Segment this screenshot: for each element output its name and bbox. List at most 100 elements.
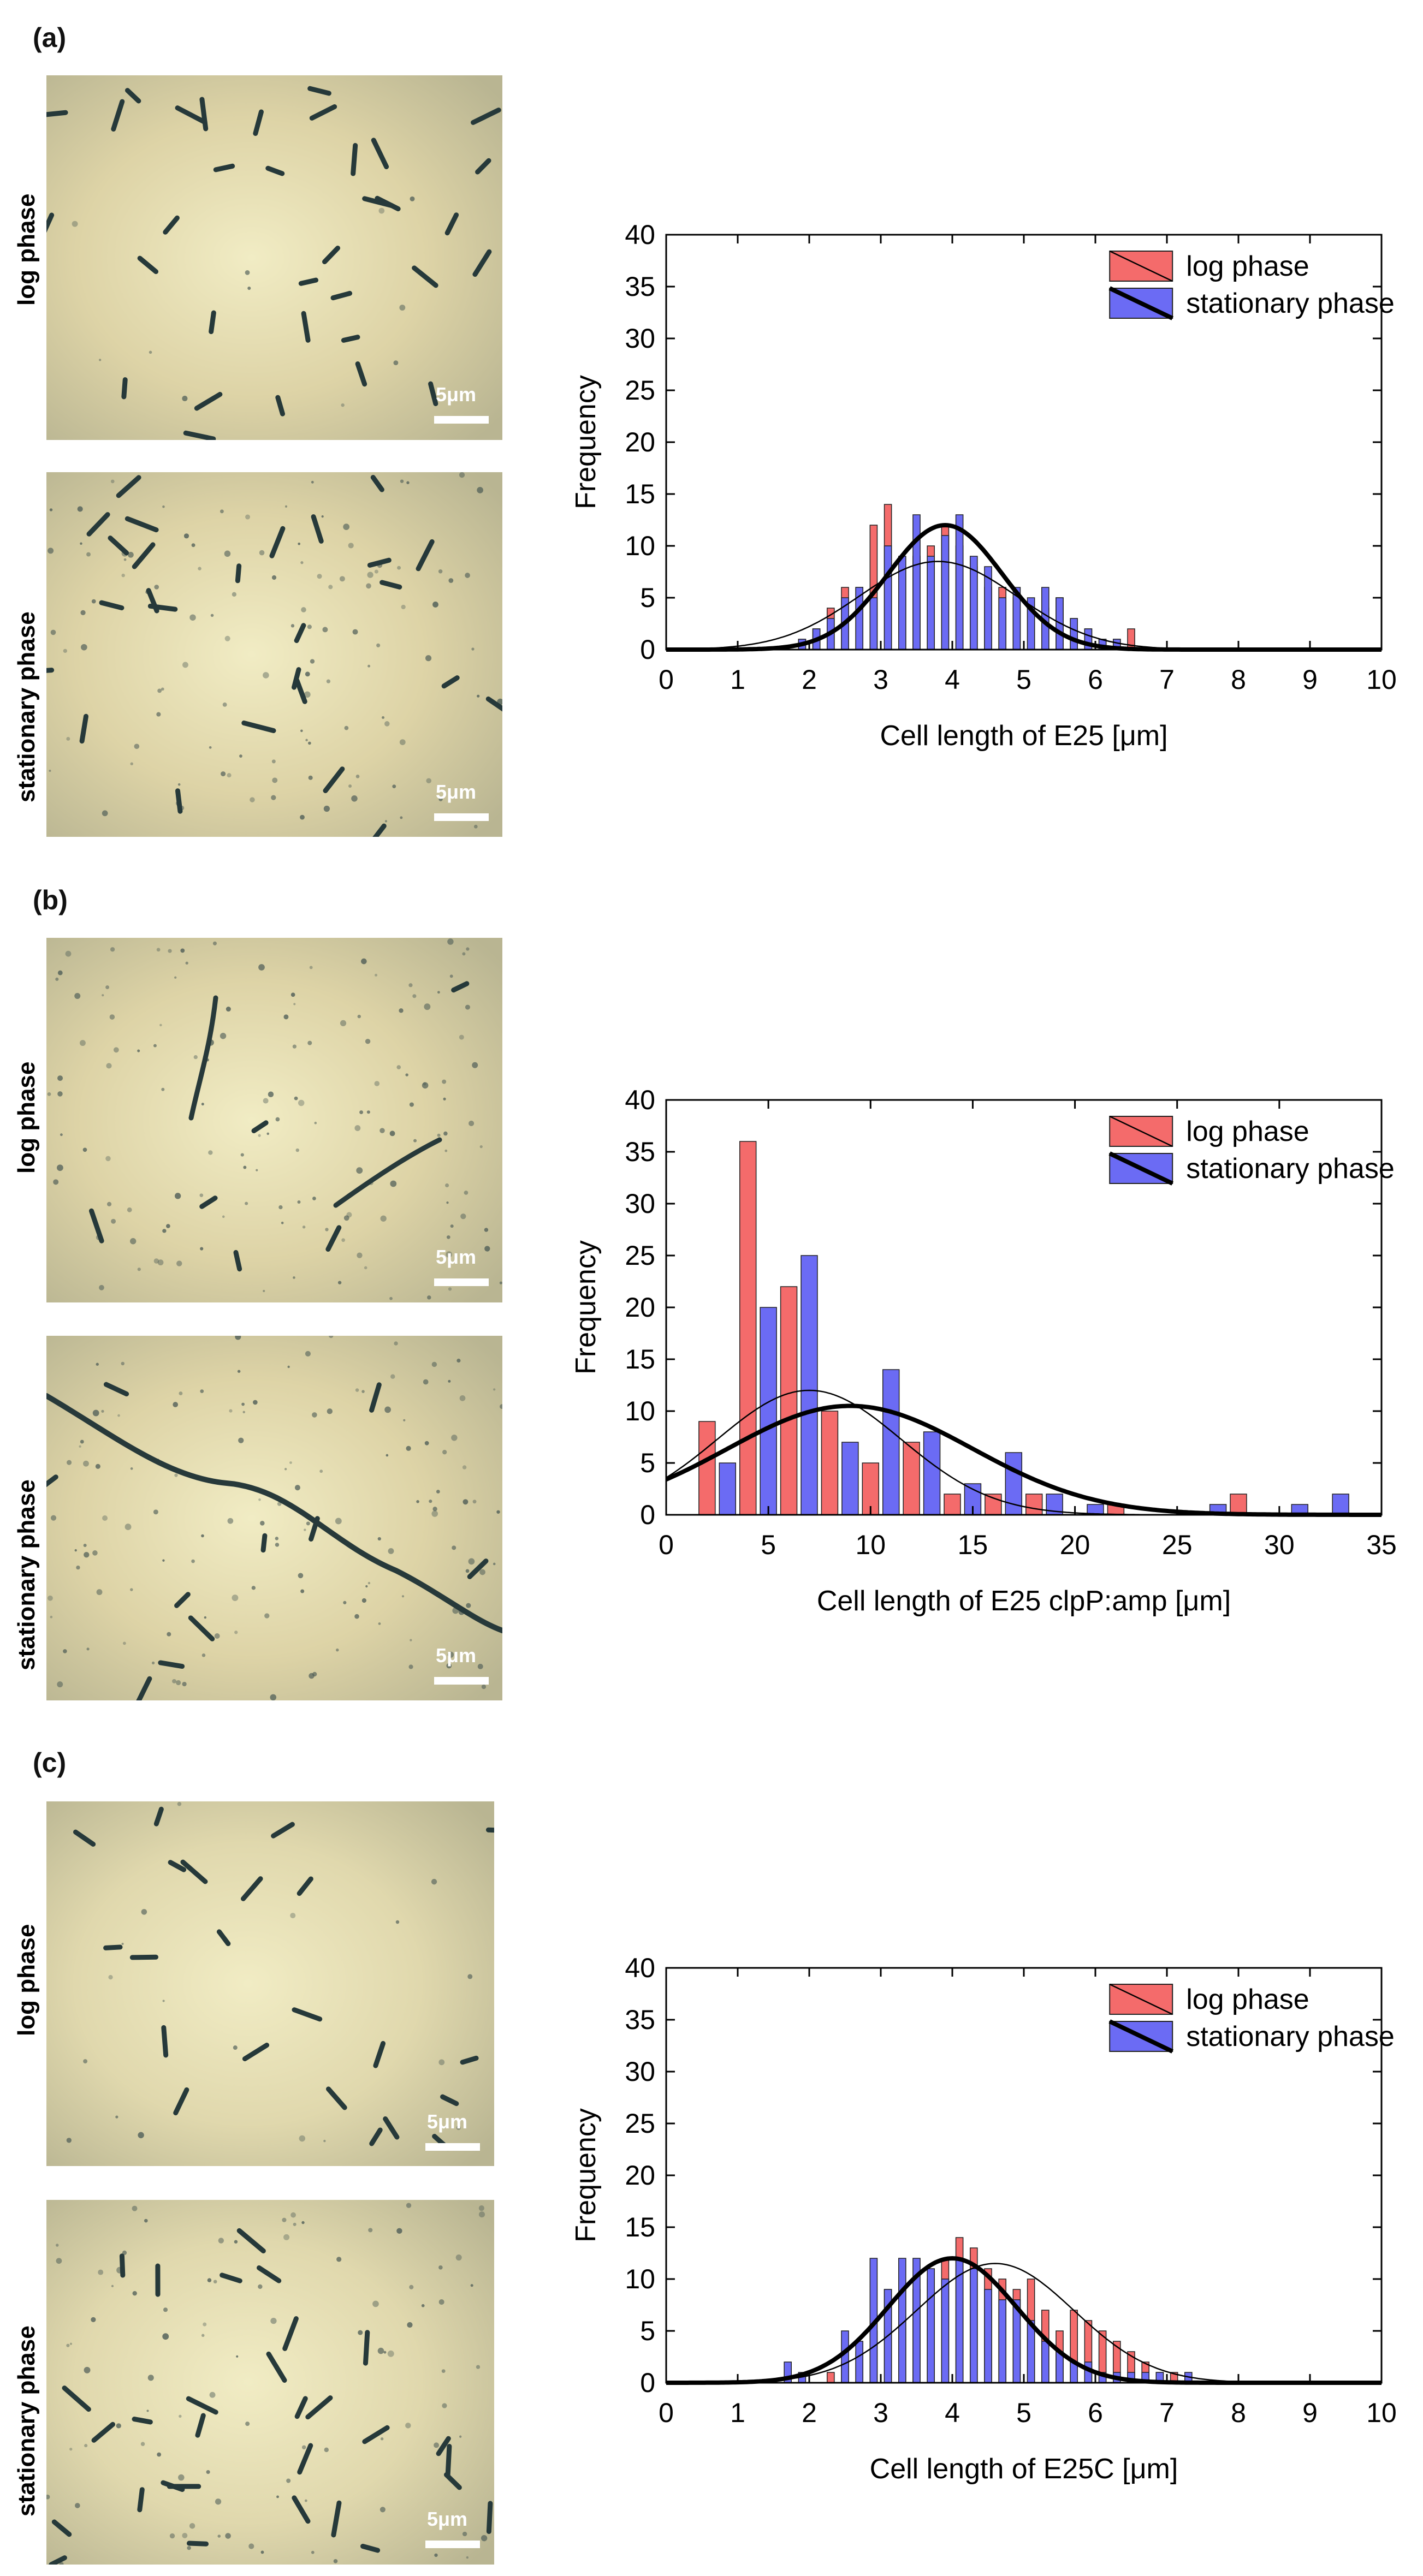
y-tick-label: 20: [625, 2160, 655, 2191]
legend-line-stationary-phase: [1108, 2019, 1173, 2054]
bar-stationary-phase: [927, 556, 935, 650]
bar-stationary-phase: [855, 2341, 864, 2383]
x-tick-label: 10: [1366, 664, 1397, 695]
micrograph-c-stationary-phase: [46, 2200, 494, 2565]
y-tick-label: 40: [625, 1085, 655, 1115]
side-label-a-log: log phase: [13, 193, 40, 306]
x-tick-label: 7: [1159, 2397, 1175, 2428]
fit-curve-log-phase: [666, 561, 1382, 651]
scale-bar-a-log: [434, 416, 489, 424]
x-tick-label: 8: [1231, 664, 1246, 695]
x-tick-label: 3: [873, 664, 888, 695]
y-tick-label: 5: [640, 582, 655, 613]
y-tick-label: 35: [625, 271, 655, 302]
x-tick-label: 9: [1302, 664, 1318, 695]
y-tick-label: 40: [625, 219, 655, 250]
x-tick-label: 20: [1060, 1530, 1090, 1560]
micrograph-b-log-phase: [46, 938, 502, 1302]
y-tick-label: 20: [625, 427, 655, 457]
x-tick-label: 5: [761, 1530, 776, 1560]
x-axis-label: Cell length of E25C [μm]: [870, 2453, 1178, 2485]
bar-stationary-phase: [801, 1255, 818, 1515]
bar-stationary-phase: [1070, 618, 1078, 650]
x-axis-label: Cell length of E25 [μm]: [880, 720, 1167, 752]
bar-stationary-phase: [998, 2299, 1007, 2383]
x-axis-label: Cell length of E25 clpP:amp [μm]: [817, 1585, 1231, 1617]
y-tick-label: 30: [625, 323, 655, 354]
scale-label-c-stationary: 5μm: [427, 2508, 468, 2530]
legend-label-log-phase: log phase: [1186, 1984, 1309, 2015]
bar-stationary-phase: [1332, 1494, 1349, 1515]
x-tick-label: 30: [1264, 1530, 1295, 1560]
bar-stationary-phase: [927, 2268, 935, 2383]
bar-stationary-phase: [719, 1462, 737, 1515]
x-tick-label: 2: [802, 664, 817, 695]
legend-label-log-phase: log phase: [1186, 1116, 1309, 1147]
bar-log-phase: [985, 1494, 1002, 1515]
bar-log-phase: [903, 1442, 920, 1515]
x-tick-label: 5: [1016, 2397, 1031, 2428]
x-tick-label: 10: [855, 1530, 886, 1560]
bar-stationary-phase: [970, 2268, 978, 2383]
y-tick-label: 20: [625, 1292, 655, 1323]
scale-bar-a-stationary: [434, 813, 489, 821]
bar-log-phase: [821, 1411, 839, 1515]
y-tick-label: 25: [625, 375, 655, 406]
x-tick-label: 2: [802, 2397, 817, 2428]
y-tick-label: 25: [625, 1240, 655, 1271]
bar-stationary-phase: [760, 1307, 777, 1515]
side-label-b-stationary: stationary phase: [13, 1479, 40, 1670]
bar-stationary-phase: [841, 2330, 849, 2383]
bar-stationary-phase: [998, 597, 1007, 650]
panel-label-c: (c): [33, 1747, 67, 1778]
legend-label-stationary-phase: stationary phase: [1186, 288, 1395, 319]
x-tick-label: 0: [659, 2397, 674, 2428]
side-label-c-stationary: stationary phase: [13, 2325, 40, 2516]
bar-log-phase: [1127, 628, 1135, 650]
legend-label-stationary-phase: stationary phase: [1186, 2021, 1395, 2053]
micrograph-a-log-phase: [46, 75, 502, 440]
panel-label-a: (a): [33, 22, 67, 53]
histogram-b: 0 5 10 15 20 25 30 35 40 0 5 10 15 20 25 30 35 Cell lengt…: [570, 1085, 1397, 1617]
y-tick-label: 0: [640, 2367, 655, 2398]
bar-stationary-phase: [941, 535, 950, 650]
scale-label-c-log: 5μm: [427, 2110, 468, 2133]
bar-stationary-phase: [882, 1369, 900, 1515]
bar-stationary-phase: [984, 2289, 992, 2383]
x-tick-label: 35: [1366, 1530, 1397, 1560]
y-tick-label: 30: [625, 1188, 655, 1219]
bar-stationary-phase: [1041, 2341, 1050, 2383]
x-tick-label: 8: [1231, 2397, 1246, 2428]
x-tick-label: 0: [659, 664, 674, 695]
side-label-c-log: log phase: [13, 1924, 40, 2036]
side-label-a-stationary: stationary phase: [13, 611, 40, 802]
bar-stationary-phase: [955, 514, 964, 650]
y-tick-label: 35: [625, 2004, 655, 2035]
y-axis-label: Frequency: [570, 375, 602, 509]
x-tick-label: 4: [945, 2397, 960, 2428]
x-tick-label: 1: [730, 664, 745, 695]
y-tick-label: 0: [640, 634, 655, 665]
x-tick-label: 15: [958, 1530, 988, 1560]
y-tick-label: 0: [640, 1500, 655, 1530]
y-tick-label: 5: [640, 2316, 655, 2346]
y-tick-label: 15: [625, 2212, 655, 2242]
histogram-c: 0 5 10 15 20 25 30 35 40 0 1 2 3 4 5 6 7 8 9 10 Cell length …: [570, 1953, 1397, 2485]
x-tick-label: 6: [1088, 664, 1103, 695]
y-tick-label: 25: [625, 2108, 655, 2139]
fit-curve-log-phase: [666, 2263, 1382, 2384]
y-tick-label: 10: [625, 531, 655, 561]
scale-bar-b-stationary: [434, 1677, 489, 1685]
scale-label-a-log: 5μm: [436, 383, 477, 406]
x-tick-label: 10: [1366, 2397, 1397, 2428]
legend-label-stationary-phase: stationary phase: [1186, 1153, 1395, 1185]
y-tick-label: 10: [625, 2264, 655, 2294]
bar-log-phase: [1230, 1494, 1247, 1515]
bar-stationary-phase: [941, 2278, 950, 2383]
bar-stationary-phase: [869, 597, 878, 650]
x-tick-label: 4: [945, 664, 960, 695]
histogram-a: 0 5 10 15 20 25 30 35 40 0 1 2 3 4 5 6 7 8 9 10 Cell length …: [570, 219, 1397, 752]
y-axis-label: Frequency: [570, 2108, 602, 2242]
x-tick-label: 3: [873, 2397, 888, 2428]
micrograph-c-log-phase: [46, 1801, 494, 2166]
